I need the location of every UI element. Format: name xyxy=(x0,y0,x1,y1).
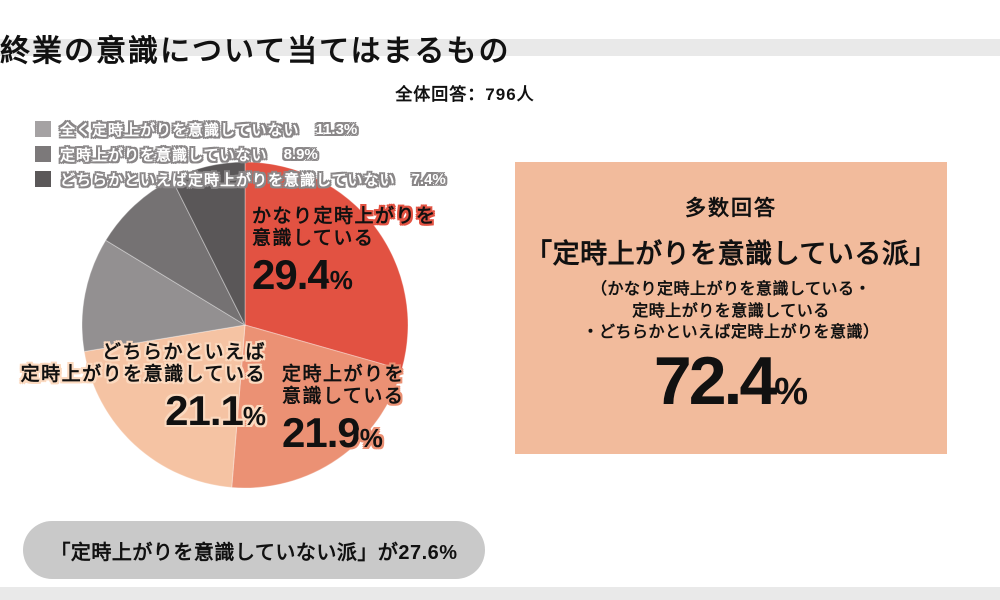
pie-segment xyxy=(82,239,247,353)
pie-segment xyxy=(105,178,247,327)
majority-heading: 多数回答 xyxy=(685,197,777,220)
legend-swatch-icon xyxy=(35,171,51,187)
segment-label-text: どちらかといえば xyxy=(101,342,266,363)
legend-item: 全く定時上がりを意識していない 11.3% xyxy=(35,117,446,141)
segment-label-kanari: かなり定時上がりを 意識している 29.4% xyxy=(252,206,437,296)
segment-value: 21.9% xyxy=(282,408,383,456)
segment-label-dochira: どちらかといえば 定時上がりを意識している 21.1% xyxy=(18,342,266,432)
legend-label: どちらかといえば定時上がりを意識していない xyxy=(60,171,396,189)
segment-label-text: 定時上がりを意識している xyxy=(20,364,266,386)
segment-label-teiji: 定時上がりを 意識している 21.9% xyxy=(282,364,405,454)
legend-item: どちらかといえば定時上がりを意識していない 7.4% xyxy=(35,167,446,191)
segment-label-text: かなり定時上がりを xyxy=(252,206,437,227)
legend-label: 全く定時上がりを意識していない xyxy=(60,121,300,139)
legend-swatch-icon xyxy=(35,121,51,137)
pie-segment xyxy=(171,162,246,326)
legend-label: 定時上がりを意識していない xyxy=(60,146,268,164)
legend-value: 7.4% xyxy=(411,170,446,188)
segment-label-text: 意識している xyxy=(282,386,405,408)
title-background-band xyxy=(0,39,1000,56)
legend-value: 8.9% xyxy=(283,145,318,163)
minority-answer-pill: 「定時上がりを意識していない派」が27.6% xyxy=(23,521,485,579)
bottom-background-band xyxy=(0,587,1000,600)
majority-answer-box: 多数回答 「定時上がりを意識している派」 （かなり定時上がりを意識している・ 定… xyxy=(515,162,947,454)
pie-segment xyxy=(231,324,403,488)
legend-item: 定時上がりを意識していない 8.9% xyxy=(35,142,446,166)
segment-value: 29.4% xyxy=(252,250,353,298)
segment-label-text: 定時上がりを xyxy=(282,364,406,385)
majority-note: （かなり定時上がりを意識している・ 定時上がりを意識している ・どちらかといえば… xyxy=(582,281,880,342)
pie-segment xyxy=(83,324,246,488)
total-respondents: 全体回答：796人 xyxy=(395,85,535,104)
majority-title: 「定時上がりを意識している派」 xyxy=(525,239,937,269)
segment-value: 21.1% xyxy=(165,386,266,434)
legend-value: 11.3% xyxy=(315,120,358,138)
pie-segment xyxy=(244,162,408,371)
legend-swatch-icon xyxy=(35,146,51,162)
majority-value: 72.4% xyxy=(653,342,809,419)
pie-legend: 全く定時上がりを意識していない 11.3% 定時上がりを意識していない 8.9%… xyxy=(35,117,446,192)
segment-label-text: 意識している xyxy=(252,228,375,250)
pie-chart xyxy=(82,162,408,488)
page-title: 終業の意識について当てはまるもの xyxy=(0,35,511,69)
